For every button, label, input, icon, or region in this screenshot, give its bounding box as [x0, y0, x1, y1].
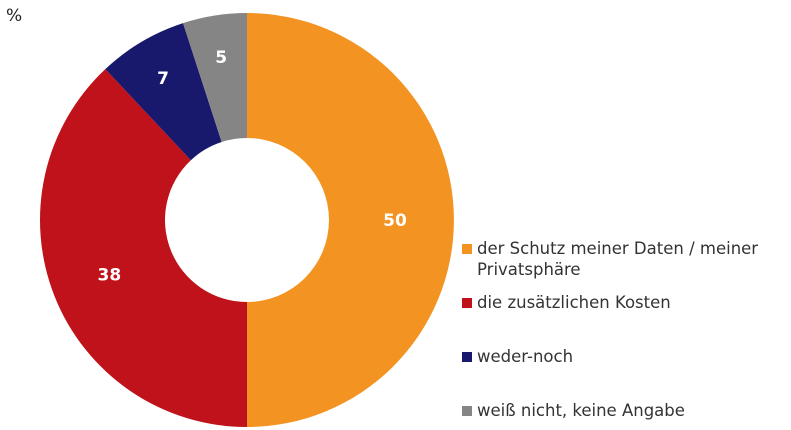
data-label: 5 — [215, 48, 227, 68]
unit-label: % — [6, 6, 23, 26]
legend-item: der Schutz meiner Daten / meiner Privats… — [462, 238, 791, 280]
data-label: 50 — [383, 211, 407, 231]
legend-swatch — [462, 244, 472, 254]
legend-item: weiß nicht, keine Angabe — [462, 400, 685, 421]
legend-swatch — [462, 406, 472, 416]
data-label: 38 — [98, 265, 122, 285]
slice-3 — [105, 23, 222, 161]
legend-label: die zusätzlichen Kosten — [477, 293, 671, 312]
legend-label: weiß nicht, keine Angabe — [477, 401, 685, 420]
data-label: 7 — [157, 69, 169, 89]
legend-label: der Schutz meiner Daten / meiner Privats… — [477, 239, 759, 279]
legend-swatch — [462, 298, 472, 308]
legend-item: weder-noch — [462, 346, 573, 367]
slice-2 — [40, 69, 247, 428]
legend-swatch — [462, 352, 472, 362]
legend-label: weder-noch — [477, 347, 574, 366]
legend-item: die zusätzlichen Kosten — [462, 292, 671, 313]
slice-4 — [183, 13, 247, 143]
slice-1 — [247, 13, 454, 427]
